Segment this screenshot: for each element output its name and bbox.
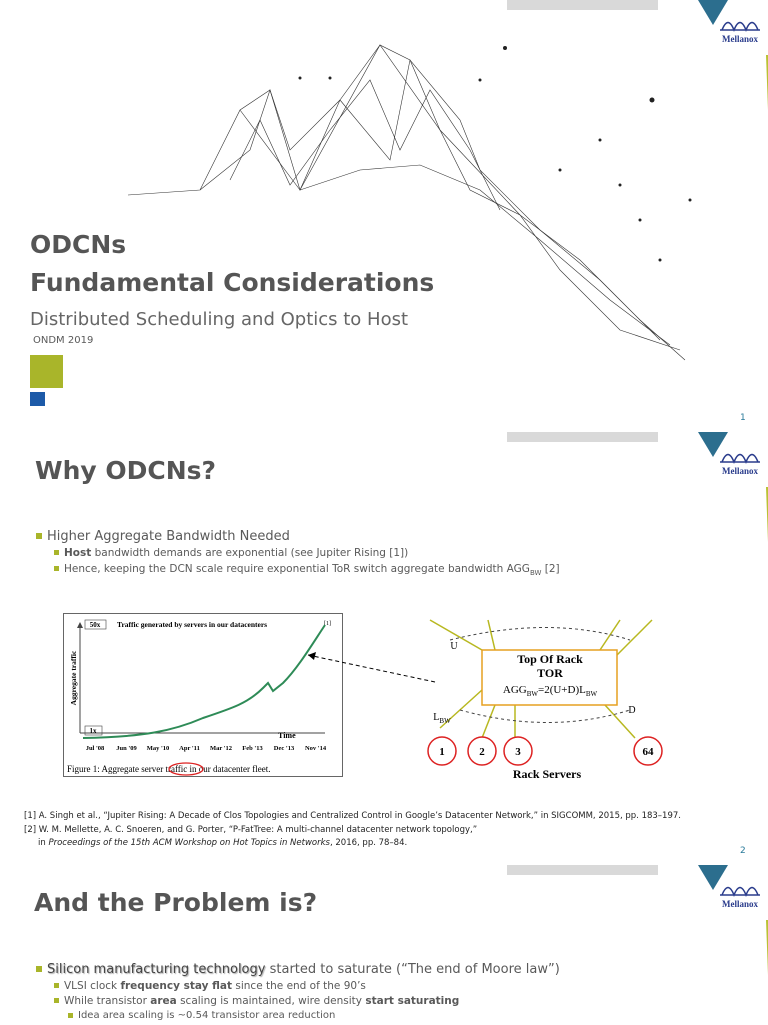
text: since the end of the 90’s bbox=[232, 980, 366, 992]
logo-triangle bbox=[698, 0, 728, 25]
bold-text: area bbox=[150, 995, 177, 1007]
sub-bullet: Host bandwidth demands are exponential (… bbox=[53, 547, 409, 559]
sub-sub-bullet: Idea area scaling is ~0.54 transistor ar… bbox=[67, 1010, 336, 1021]
reference: in Proceedings of the 15th ACM Workshop … bbox=[38, 838, 407, 848]
text: Hence, keeping the DCN scale require exp… bbox=[64, 563, 530, 575]
bold-text: start saturating bbox=[365, 995, 460, 1007]
formula: AGGBW=2(U+D)LBW bbox=[503, 684, 598, 698]
page-number: 1 bbox=[740, 413, 746, 423]
text: AGG bbox=[503, 684, 527, 696]
x-tick-label: Nov '14 bbox=[305, 745, 327, 752]
logo-triangle bbox=[698, 865, 728, 890]
logo: Mellanox bbox=[698, 432, 768, 542]
text: in bbox=[38, 838, 49, 848]
subscript: BW bbox=[439, 717, 451, 725]
box-title: Top Of Rack bbox=[517, 652, 583, 666]
link-label: LBW bbox=[433, 712, 451, 725]
server-node bbox=[633, 736, 663, 766]
sub-bullet: Hence, keeping the DCN scale require exp… bbox=[54, 563, 560, 578]
bold-text: frequency stay flat bbox=[120, 980, 233, 992]
text: L bbox=[433, 712, 439, 723]
bold-text: Host bbox=[64, 547, 92, 559]
server-node bbox=[503, 736, 533, 766]
text: started to saturate (“The end of Moore l… bbox=[265, 962, 560, 977]
x-tick-label: Jul '08 bbox=[86, 745, 105, 752]
logo-bridge bbox=[720, 453, 760, 465]
accent-square bbox=[30, 355, 63, 388]
slide-subtitle: Fundamental Considerations bbox=[30, 268, 435, 297]
figure-ref: [1] bbox=[324, 621, 331, 627]
y-label: Aggregate traffic bbox=[69, 650, 78, 705]
x-tick-label: Jun '09 bbox=[116, 745, 137, 752]
server-label: 3 bbox=[515, 746, 521, 758]
x-tick-label: Dec '13 bbox=[274, 745, 295, 752]
italic-text: Proceedings of the 15th ACM Workshop on … bbox=[48, 838, 330, 848]
text: While transistor bbox=[64, 995, 151, 1007]
text: [2] bbox=[541, 563, 560, 575]
text: Silicon manufacturing technology bbox=[47, 962, 266, 977]
sub-bullet: VLSI clock frequency stay flat since the… bbox=[54, 980, 366, 992]
logo-bridge bbox=[720, 886, 760, 898]
header-bar bbox=[507, 0, 658, 10]
logo-text: Mellanox bbox=[722, 899, 758, 909]
servers-label: Rack Servers bbox=[513, 767, 582, 781]
x-label: Time bbox=[278, 731, 296, 740]
server-node bbox=[467, 736, 497, 766]
text: VLSI clock bbox=[64, 980, 121, 992]
subscript: BW bbox=[586, 690, 598, 698]
header-bar bbox=[507, 432, 658, 442]
reference: [2] W. M. Mellette, A. C. Snoeren, and G… bbox=[24, 825, 478, 835]
server-label: 1 bbox=[439, 746, 445, 758]
event: ONDM 2019 bbox=[33, 335, 94, 346]
x-tick-label: May '10 bbox=[147, 745, 170, 752]
network-art bbox=[127, 44, 692, 361]
logo-text: Mellanox bbox=[722, 34, 758, 44]
logo: Mellanox bbox=[698, 0, 768, 110]
page-number: 2 bbox=[740, 846, 746, 856]
down-label: D bbox=[628, 705, 635, 716]
text: bandwidth demands are exponential (see J… bbox=[91, 547, 409, 559]
slide-title: Why ODCNs? bbox=[35, 456, 217, 485]
logo-text: Mellanox bbox=[722, 466, 758, 476]
server-node bbox=[427, 736, 457, 766]
x-tick-label: Apr '11 bbox=[179, 745, 200, 752]
scale-label: 50x bbox=[90, 621, 101, 629]
logo-triangle bbox=[698, 432, 728, 457]
server-label: 64 bbox=[643, 746, 655, 758]
reference: [1] A. Singh et al., “Jupiter Rising: A … bbox=[24, 811, 681, 821]
bullet: Higher Aggregate Bandwidth Needed bbox=[36, 529, 290, 544]
tagline: Distributed Scheduling and Optics to Hos… bbox=[30, 309, 409, 330]
tor-diagram: Top Of Rack TOR AGGBW=2(U+D)LBW U D LBW … bbox=[307, 619, 663, 781]
x-tick-label: Feb '13 bbox=[242, 745, 263, 752]
slide-title: ODCNs bbox=[30, 230, 127, 259]
server-label: 2 bbox=[479, 746, 485, 758]
text: scaling is maintained, wire density bbox=[176, 995, 366, 1007]
text: =2(U+D)L bbox=[538, 684, 586, 696]
logo-bridge bbox=[720, 21, 760, 33]
sub-bullet: While transistor area scaling is maintai… bbox=[53, 995, 460, 1007]
slide-title: And the Problem is? bbox=[34, 888, 318, 917]
x-tick-label: Mar '12 bbox=[210, 745, 232, 752]
box-subtitle: TOR bbox=[537, 666, 563, 680]
bullet: Silicon manufacturing technology started… bbox=[36, 962, 560, 977]
accent-square bbox=[30, 392, 45, 406]
logo: Mellanox bbox=[698, 865, 768, 975]
subscript: BW bbox=[527, 690, 539, 698]
up-label: U bbox=[450, 641, 458, 652]
scale-label: 1x bbox=[90, 727, 98, 735]
traffic-figure: 50x Traffic generated by servers in our … bbox=[63, 613, 343, 777]
header-bar bbox=[507, 865, 658, 875]
text: , 2016, pp. 78–84. bbox=[329, 838, 408, 848]
figure-title: Traffic generated by servers in our data… bbox=[117, 620, 267, 629]
subscript: BW bbox=[529, 569, 542, 578]
